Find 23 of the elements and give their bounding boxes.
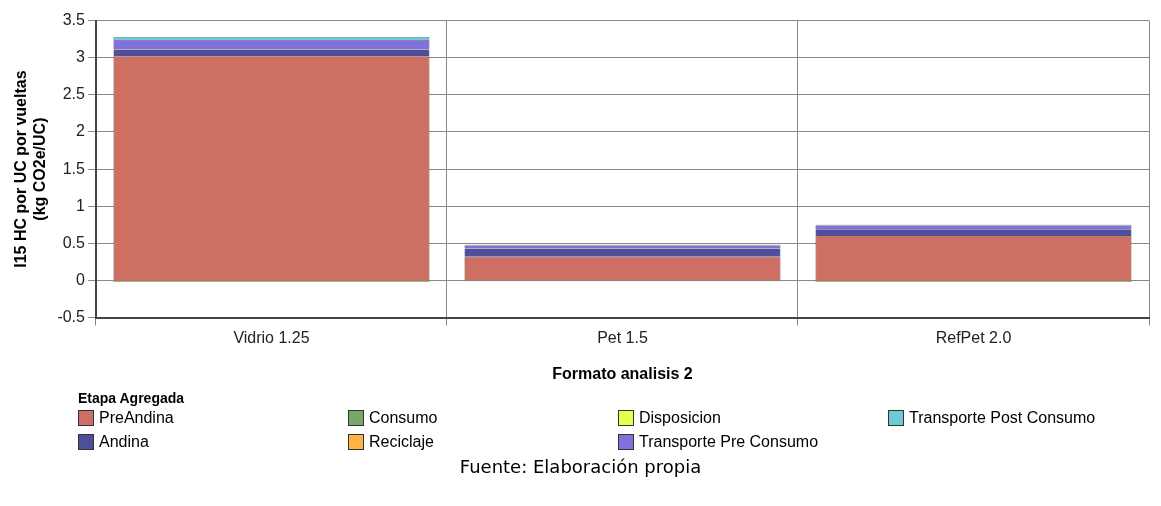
legend-title: Etapa Agregada bbox=[78, 390, 186, 406]
source-note: Fuente: Elaboración propia bbox=[458, 456, 703, 477]
y-tick-label: -0.5 bbox=[57, 308, 86, 326]
legend-label: Reciclaje bbox=[369, 433, 434, 451]
legend-label: Andina bbox=[99, 433, 149, 451]
y-tick-label: 3.5 bbox=[62, 11, 86, 29]
x-tick-label: RefPet 2.0 bbox=[935, 328, 1012, 346]
y-tick-label: 1 bbox=[76, 196, 86, 214]
x-axis-title: Formato analisis 2 bbox=[552, 364, 693, 382]
y-tick-label: 1.5 bbox=[62, 159, 86, 177]
y-axis-title: I15 HC por UC por vueltas (kg CO2e/UC) bbox=[12, 70, 49, 268]
legend-label: Disposicion bbox=[639, 409, 721, 427]
legend-label: Transporte Post Consumo bbox=[909, 409, 1096, 427]
y-tick-label: 3 bbox=[76, 48, 86, 66]
x-tick-label: Vidrio 1.25 bbox=[233, 328, 310, 346]
legend-label: PreAndina bbox=[99, 409, 174, 427]
y-tick-label: 0 bbox=[76, 270, 86, 288]
x-tick-label: Pet 1.5 bbox=[597, 328, 648, 346]
legend-label: Consumo bbox=[369, 409, 438, 427]
y-tick-label: 2.5 bbox=[62, 85, 86, 103]
y-tick-label: 0.5 bbox=[62, 233, 86, 251]
y-tick-label: 2 bbox=[76, 122, 86, 140]
legend-label: Transporte Pre Consumo bbox=[639, 433, 819, 451]
